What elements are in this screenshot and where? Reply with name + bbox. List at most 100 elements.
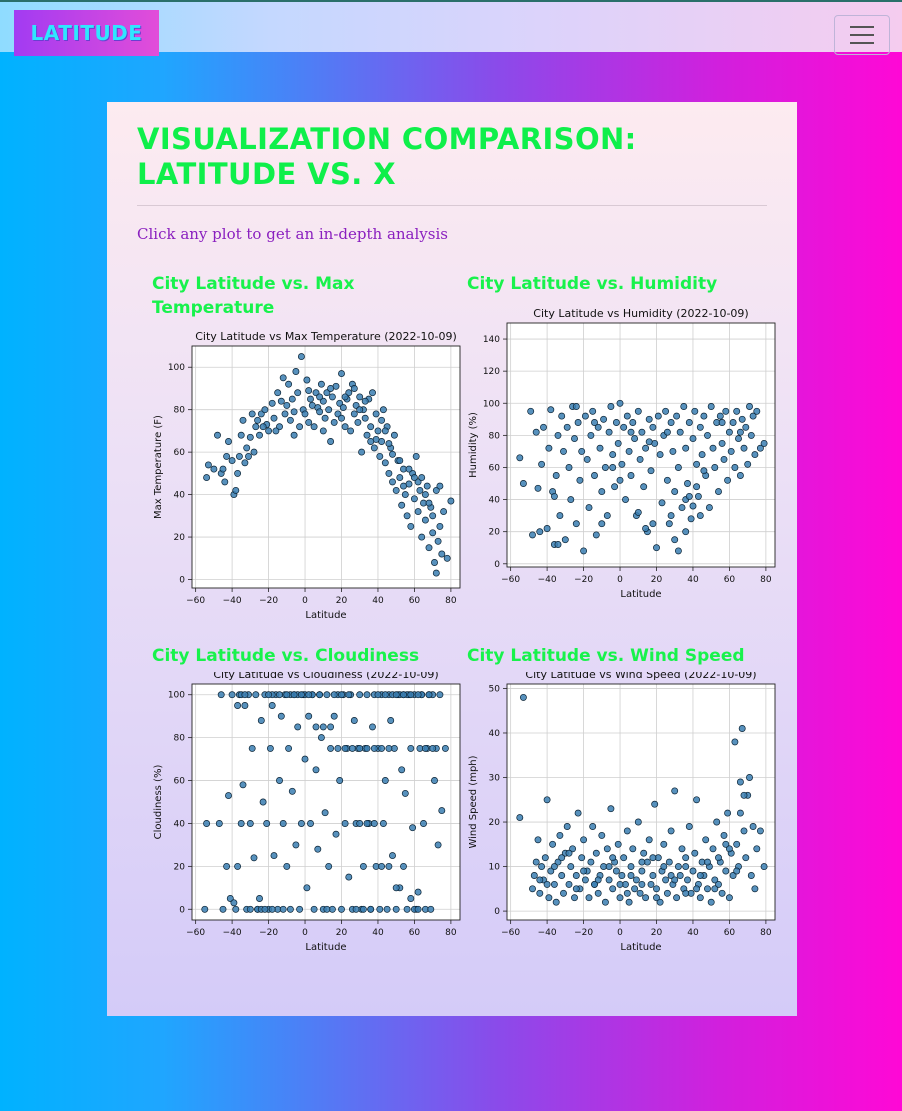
data-point — [259, 798, 267, 806]
data-point — [237, 820, 245, 827]
data-point — [693, 483, 701, 491]
data-point — [359, 862, 367, 870]
data-point — [627, 472, 635, 479]
data-point — [746, 774, 753, 781]
data-point — [538, 863, 546, 871]
data-point — [674, 547, 682, 555]
brand-link[interactable]: LATITUDE — [14, 10, 159, 56]
data-point — [682, 889, 690, 897]
plot-temperature[interactable]: −60 −40 −20 0 20 40 60 80 0 20 40 60 80 100 City Latit… — [152, 322, 464, 622]
data-point — [720, 455, 728, 463]
data-point — [731, 738, 739, 746]
data-point — [317, 380, 325, 388]
data-point — [746, 403, 753, 410]
y-tick-label: 80 — [174, 734, 186, 744]
data-point — [286, 416, 294, 424]
data-point — [203, 820, 211, 827]
data-point — [319, 723, 327, 731]
data-point — [742, 854, 750, 862]
data-point — [361, 397, 369, 405]
data-point — [702, 836, 710, 844]
data-point — [589, 823, 597, 830]
data-point — [649, 520, 657, 528]
data-point — [760, 439, 768, 447]
data-point — [392, 884, 400, 892]
data-point — [246, 820, 254, 827]
x-tick-label: 0 — [302, 928, 308, 938]
data-point — [638, 428, 646, 436]
data-point — [429, 744, 437, 752]
data-point — [378, 744, 386, 752]
data-point — [327, 438, 335, 445]
data-point — [325, 406, 333, 414]
y-tick-label: 0 — [494, 907, 500, 917]
y-tick-label: 10 — [489, 863, 501, 873]
y-tick-label: 80 — [489, 431, 501, 441]
data-point — [581, 412, 589, 420]
data-point — [392, 691, 400, 699]
data-point — [261, 406, 269, 414]
data-point — [403, 905, 411, 913]
data-point — [398, 501, 406, 509]
plot-heading-cloudiness: City Latitude vs. Cloudiness — [152, 646, 420, 666]
data-point — [671, 876, 679, 884]
data-point — [603, 845, 611, 853]
data-point — [616, 894, 624, 902]
data-point — [550, 863, 558, 871]
data-point — [574, 809, 582, 817]
x-axis-label: Latitude — [305, 610, 346, 621]
navbar: LATITUDE — [0, 0, 902, 56]
data-point — [421, 744, 429, 752]
data-point — [232, 486, 240, 494]
menu-toggle-button[interactable] — [834, 15, 890, 55]
data-point — [685, 823, 693, 830]
y-tick-label: 20 — [489, 818, 501, 828]
data-point — [585, 894, 593, 902]
data-point — [729, 872, 737, 879]
data-point — [716, 412, 724, 420]
x-tick-label: 0 — [302, 596, 308, 606]
plot-wind-speed[interactable]: −60 −40 −20 0 20 40 60 80 0 10 20 30 40 50 City Latitu… — [467, 672, 779, 954]
data-point — [316, 393, 324, 401]
data-point — [268, 399, 276, 407]
data-point — [725, 894, 733, 902]
data-point — [379, 820, 387, 827]
data-point — [603, 512, 611, 520]
data-point — [536, 876, 544, 884]
data-point — [649, 872, 657, 879]
x-tick-label: −20 — [259, 928, 278, 938]
data-point — [316, 408, 324, 416]
plot-cloudiness[interactable]: −60 −40 −20 0 20 40 60 80 0 20 40 60 80 100 City Latit… — [152, 672, 464, 954]
data-point — [245, 452, 252, 460]
data-point — [733, 840, 741, 848]
data-point — [609, 854, 617, 862]
data-point — [436, 482, 444, 490]
data-point — [738, 415, 746, 423]
data-point — [434, 537, 442, 545]
data-point — [756, 827, 764, 835]
data-point — [234, 702, 242, 709]
data-point — [571, 435, 578, 443]
y-axis-label: Max Temperature (F) — [153, 415, 164, 519]
data-point — [301, 755, 309, 763]
data-point — [609, 464, 617, 471]
data-point — [647, 880, 655, 888]
data-point — [297, 820, 305, 827]
data-point — [627, 863, 635, 871]
data-point — [379, 406, 387, 414]
data-point — [682, 528, 690, 536]
data-point — [376, 452, 384, 460]
data-point — [651, 800, 659, 808]
data-point — [682, 444, 690, 452]
data-point — [569, 845, 577, 853]
data-point — [543, 880, 551, 888]
data-point — [580, 836, 588, 844]
data-point — [665, 858, 673, 866]
plot-humidity[interactable]: −60 −40 −20 0 20 40 60 80 0 20 40 60 80 100 120 140 City… — [467, 299, 779, 601]
y-tick-label: 30 — [489, 774, 501, 784]
data-point — [645, 438, 653, 446]
data-point — [270, 414, 278, 422]
data-point — [378, 862, 386, 870]
data-point — [747, 872, 755, 879]
data-point — [554, 858, 562, 866]
